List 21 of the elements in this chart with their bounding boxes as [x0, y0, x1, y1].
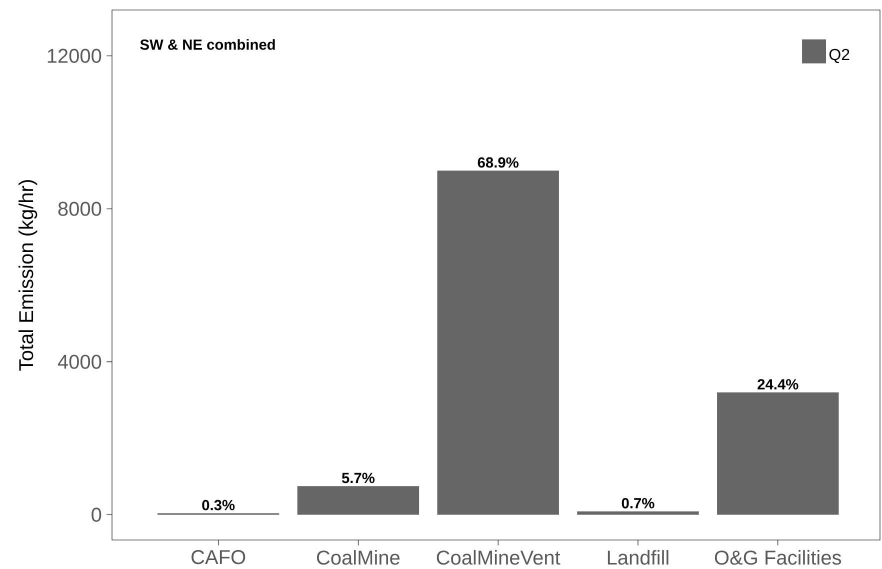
annotation: 68.9% [478, 157, 518, 168]
x-tick-label: CAFO [192, 550, 246, 564]
bar [437, 170, 559, 515]
y-tick-label: 4000 [58, 354, 102, 369]
x-tick-label: CoalMine [316, 550, 400, 565]
annotation: 0.7% [622, 498, 654, 508]
annotation: 0.3% [202, 500, 235, 510]
y-tick-label: 8000 [58, 202, 102, 216]
y-tick-label: 12000 [48, 48, 102, 63]
annotation: 5.7% [342, 472, 375, 484]
x-tick-label: O&G Facilities [714, 550, 842, 565]
x-tick-label: Landfill [608, 550, 668, 565]
legend-label: Q2 [829, 48, 850, 63]
x-tick-label: CoalMineVent [436, 550, 560, 565]
annotation: 24.4% [758, 379, 798, 390]
bar [577, 511, 699, 515]
y-axis-title: Total Emission (kg/hr) [18, 180, 38, 371]
bar [297, 486, 420, 515]
annotation: SW & NE combined [140, 38, 275, 50]
y-tick-label: 0 [92, 508, 102, 522]
bar [717, 392, 839, 515]
